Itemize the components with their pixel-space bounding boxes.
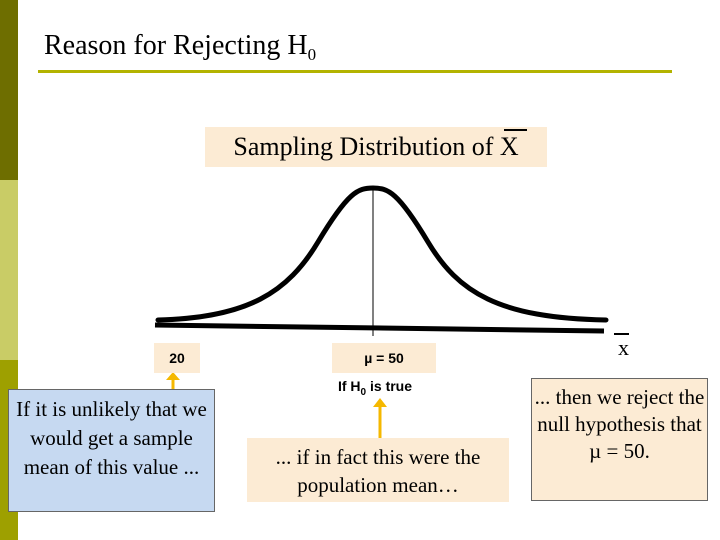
accent-stripe-top [0, 0, 18, 180]
h0-true-note: If H0 is true [337, 378, 413, 398]
arrow-up-icon [166, 372, 180, 389]
unlikely-mean-box: If it is unlikely that we would get a sa… [8, 389, 215, 512]
x-axis [154, 322, 605, 334]
reject-null-box: ... then we reject the null hypothesis t… [531, 378, 708, 501]
x-axis-label: x [614, 333, 629, 360]
mu-label: µ = 50 [332, 343, 436, 373]
population-mean-box: ... if in fact this were the population … [247, 438, 509, 502]
arrow-up-icon [373, 398, 387, 438]
slide-title: Reason for Rejecting H0 [44, 30, 317, 64]
title-underline [38, 70, 672, 73]
value-20-label: 20 [154, 343, 200, 373]
x-bar-symbol: X [500, 127, 527, 167]
distribution-label: Sampling Distribution of X [205, 127, 547, 167]
normal-curve [155, 185, 609, 323]
accent-stripe-middle [0, 180, 18, 360]
